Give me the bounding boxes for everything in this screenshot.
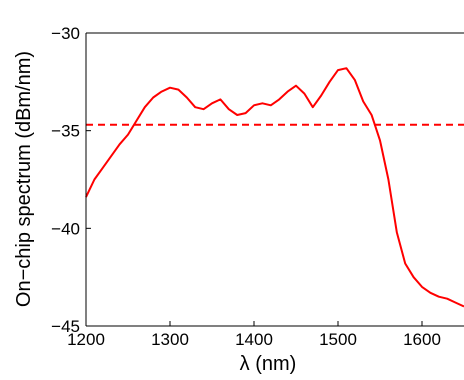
y-tick-label: −45 <box>51 317 80 336</box>
axes-layer <box>85 32 464 327</box>
y-tick-label: −30 <box>51 24 80 43</box>
y-ticks: −45 −40 −35 −30 <box>51 24 91 336</box>
x-tick-label: 1500 <box>319 330 357 349</box>
series-layer <box>85 67 464 308</box>
x-tick-label: 1600 <box>403 330 441 349</box>
x-tick-label: 1300 <box>151 330 189 349</box>
x-tick-label: 1200 <box>67 330 105 349</box>
spectrum-line <box>85 67 464 308</box>
x-tick-label: 1400 <box>235 330 273 349</box>
x-ticks: 1200 1300 1400 1500 1600 <box>67 321 441 349</box>
y-tick-label: −40 <box>51 219 80 238</box>
plot-area <box>86 33 464 326</box>
x-axis-label: λ (nm) <box>240 353 297 375</box>
y-axis-label: On−chip spectrum (dBm/nm) <box>13 51 35 307</box>
y-tick-label: −35 <box>51 122 80 141</box>
